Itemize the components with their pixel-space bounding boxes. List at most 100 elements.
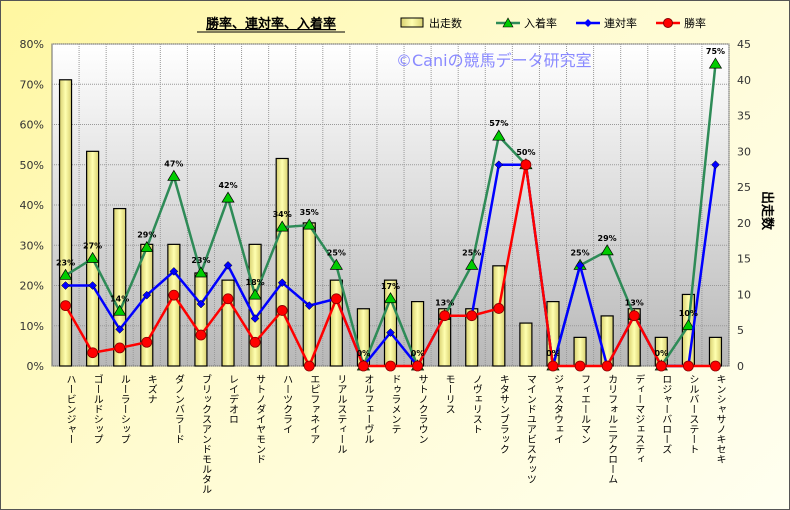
right-tick-label: 40	[737, 74, 751, 87]
data-label-place-rate: 13%	[435, 299, 454, 308]
marker-win-rate	[114, 342, 126, 354]
data-label-place-rate: 0%	[411, 349, 425, 358]
marker-place-rate	[275, 220, 289, 232]
marker-place-rate	[600, 244, 614, 256]
right-tick-label: 10	[737, 288, 751, 301]
category-label: ディーマジェスティ	[633, 373, 645, 464]
data-label-place-rate: 0%	[357, 349, 371, 358]
category-label: ブリックスアンドモルタル	[199, 373, 211, 494]
marker-place-rate	[329, 258, 343, 270]
data-label-place-rate: 13%	[625, 299, 644, 308]
bar-runs	[329, 279, 343, 367]
marker-rentai-rate	[223, 261, 233, 270]
marker-place-rate	[383, 292, 398, 304]
legend-label: 勝率	[684, 16, 706, 30]
data-label-place-rate: 10%	[679, 309, 698, 318]
data-label-place-rate: 47%	[164, 159, 183, 168]
left-tick-label: 40%	[20, 199, 44, 212]
marker-win-rate	[276, 305, 288, 316]
marker-win-rate	[141, 336, 153, 348]
category-label: エピファネイア	[308, 374, 320, 444]
marker-rentai-rate	[575, 261, 585, 270]
left-tick-label: 60%	[20, 119, 44, 132]
marker-win-rate	[682, 360, 694, 372]
right-tick-label: 30	[737, 145, 751, 158]
marker-win-rate	[222, 293, 234, 305]
category-label: ハーツクライ	[281, 374, 293, 434]
left-tick-label: 80%	[20, 38, 44, 51]
data-label-place-rate: 75%	[706, 47, 725, 56]
bar-runs	[275, 157, 289, 367]
right-tick-label: 15	[737, 253, 751, 266]
marker-win-rate	[547, 360, 559, 372]
left-tick-label: 20%	[20, 280, 44, 293]
category-label: キズナ	[145, 374, 157, 404]
category-label: キンシャサノキセキ	[714, 374, 726, 464]
marker-rentai-rate	[711, 160, 720, 170]
marker-win-rate	[601, 360, 613, 372]
data-label-place-rate: 29%	[137, 231, 156, 240]
category-label: マインドユアビスケッツ	[524, 374, 536, 484]
data-label-place-rate: 14%	[110, 294, 129, 303]
marker-place-rate	[167, 169, 181, 181]
marker-rentai-rate	[61, 281, 70, 290]
marker-place-rate	[492, 129, 506, 141]
category-label: オルフェーヴル	[362, 374, 374, 444]
bar-runs	[58, 79, 73, 367]
bar-runs	[140, 243, 154, 367]
marker-place-rate	[194, 266, 208, 278]
category-label: フィエールマン	[579, 374, 591, 444]
marker-rentai-rate	[169, 267, 179, 276]
data-label-place-rate: 34%	[273, 210, 292, 219]
left-tick-label: 0%	[27, 360, 44, 373]
marker-rentai-rate	[277, 278, 287, 288]
marker-place-rate	[221, 191, 235, 203]
right-tick-label: 0	[737, 360, 744, 373]
marker-win-rate	[195, 329, 207, 341]
marker-win-rate	[412, 360, 423, 372]
marker-win-rate	[628, 310, 640, 322]
bar-runs	[519, 322, 533, 367]
right-tick-label: 5	[737, 324, 744, 337]
marker-win-rate	[358, 360, 369, 372]
marker-win-rate	[710, 360, 721, 372]
legend-label: 入着率	[524, 16, 557, 30]
marker-place-rate	[248, 288, 262, 300]
bar-runs	[167, 243, 181, 367]
marker-win-rate	[520, 159, 532, 171]
marker-rentai-rate	[304, 301, 314, 310]
category-label: カリフォルニアクローム	[606, 374, 618, 484]
legend-swatch-runs	[400, 17, 424, 28]
marker-win-rate	[385, 360, 396, 372]
marker-place-rate	[140, 240, 154, 253]
marker-place-rate	[86, 251, 100, 263]
marker-win-rate	[249, 336, 261, 348]
marker-rentai-rate	[386, 328, 395, 337]
category-label: リアルスティール	[335, 374, 347, 454]
bar-runs	[221, 279, 235, 367]
marker-win-rate	[466, 310, 478, 322]
marker-win-rate	[168, 289, 180, 301]
marker-place-rate	[465, 258, 479, 270]
marker-rentai-rate	[494, 160, 504, 170]
data-label-place-rate: 25%	[570, 248, 589, 257]
right-tick-label: 25	[737, 181, 751, 194]
marker-rentai-rate	[142, 290, 152, 300]
left-tick-label: 30%	[20, 239, 44, 252]
right-tick-label: 20	[737, 217, 751, 230]
left-tick-label: 50%	[20, 159, 44, 172]
data-label-place-rate: 57%	[489, 119, 508, 128]
category-label: サトノクラウン	[416, 374, 428, 444]
right-axis-label: 出走数	[759, 191, 775, 231]
marker-rentai-rate	[88, 281, 97, 290]
data-label-place-rate: 29%	[598, 234, 617, 243]
data-label-place-rate: 0%	[655, 349, 669, 358]
data-label-place-rate: 50%	[516, 148, 535, 157]
data-label-place-rate: 17%	[381, 282, 400, 291]
category-label: ルーラーシップ	[118, 374, 130, 444]
legend-diamond-icon	[584, 19, 592, 27]
legend-circle-icon	[663, 18, 673, 28]
marker-place-rate	[113, 304, 127, 316]
marker-win-rate	[330, 293, 342, 305]
